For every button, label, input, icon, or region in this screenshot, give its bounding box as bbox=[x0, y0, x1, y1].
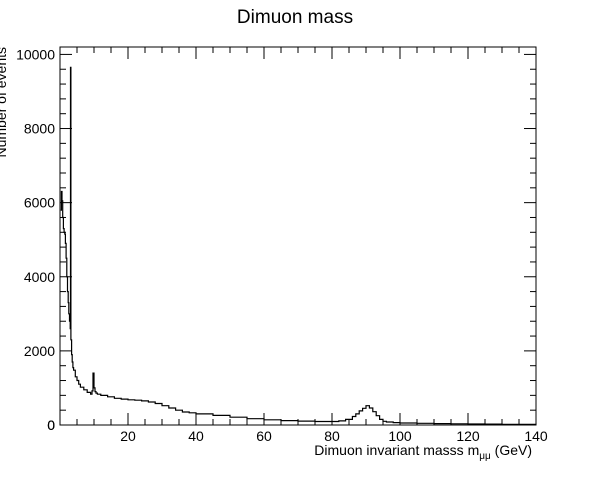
x-tick-label: 20 bbox=[120, 428, 136, 444]
chart-title: Dimuon mass bbox=[237, 7, 353, 28]
x-tick-label: 40 bbox=[188, 428, 204, 444]
x-tick-label: 140 bbox=[524, 428, 548, 444]
x-tick-label: 100 bbox=[388, 428, 412, 444]
x-origin-label: 0 bbox=[47, 417, 55, 433]
series-line bbox=[60, 66, 537, 425]
x-axis-label-main: Dimuon invariant masss m bbox=[314, 442, 479, 458]
y-tick-label: 6000 bbox=[24, 195, 55, 211]
x-axis-label-unit: (GeV) bbox=[491, 442, 532, 458]
x-axis: 20 40 60 80 100 120 140 0 bbox=[47, 47, 548, 444]
y-tick-label: 0 bbox=[47, 417, 55, 433]
y-axis: 0 2000 4000 6000 8000 10000 bbox=[16, 46, 536, 433]
y-tick-label: 4000 bbox=[24, 269, 55, 285]
y-tick-label: 10000 bbox=[16, 46, 55, 62]
x-tick-label: 60 bbox=[256, 428, 272, 444]
x-axis-label-subscript: μμ bbox=[479, 451, 491, 462]
y-axis-label: Number of events bbox=[0, 47, 9, 158]
x-tick-label: 80 bbox=[324, 428, 340, 444]
y-tick-label: 8000 bbox=[24, 121, 55, 137]
plot-frame bbox=[59, 46, 537, 426]
y-tick-label: 2000 bbox=[24, 343, 55, 359]
x-tick-label: 120 bbox=[456, 428, 480, 444]
x-axis-label: Dimuon invariant masss mμμ (GeV) bbox=[314, 442, 532, 462]
